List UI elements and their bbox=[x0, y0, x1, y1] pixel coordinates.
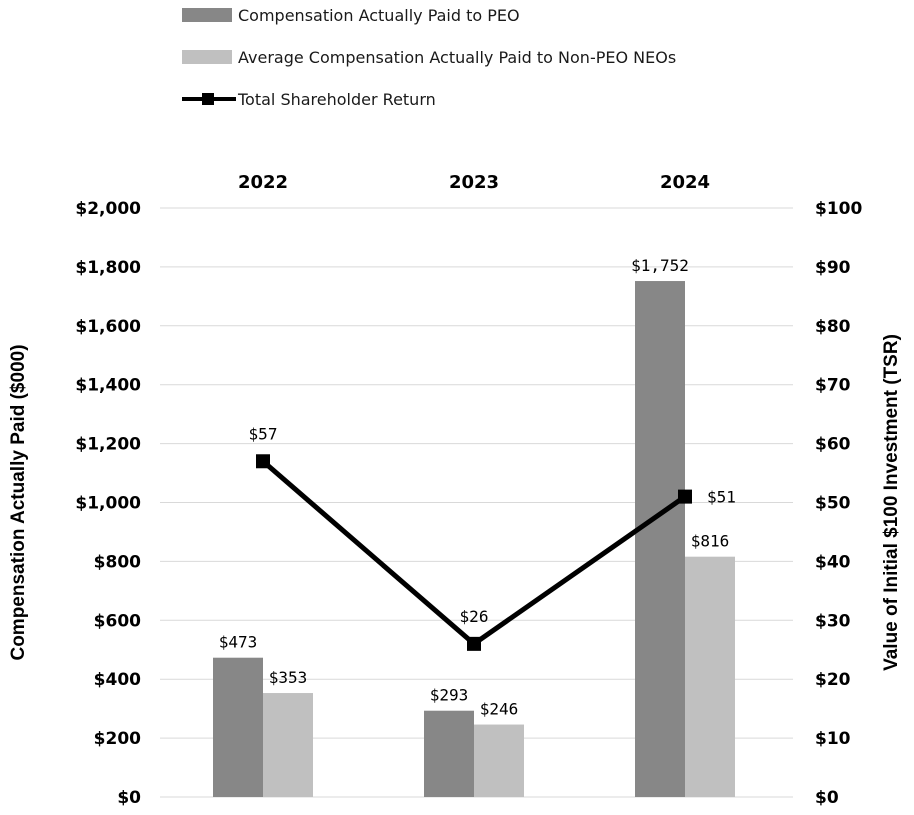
tsr-point-marker bbox=[256, 454, 270, 469]
y2-tick-label: $100 bbox=[815, 199, 862, 219]
bar-data-label: $816 bbox=[691, 532, 730, 551]
legend-label-neo: Average Compensation Actually Paid to No… bbox=[238, 48, 677, 67]
bar bbox=[474, 724, 524, 797]
tsr-data-label: $26 bbox=[460, 607, 489, 626]
bar bbox=[635, 281, 685, 797]
bar-data-label: $473 bbox=[219, 633, 258, 652]
y-tick-label: $600 bbox=[94, 611, 141, 631]
bars bbox=[213, 281, 735, 797]
bar bbox=[263, 693, 313, 797]
category-label: 2024 bbox=[660, 172, 710, 193]
y-tick-label: $400 bbox=[94, 670, 141, 690]
category-label: 2022 bbox=[238, 172, 288, 193]
bar-data-label: $353 bbox=[269, 668, 308, 687]
y2-tick-label: $50 bbox=[815, 494, 851, 514]
tsr-data-label: $51 bbox=[707, 488, 736, 507]
y2-axis-label: Value of Initial $100 Investment (TSR) bbox=[881, 334, 902, 671]
y-tick-label: $2,000 bbox=[75, 199, 141, 219]
y-tick-label: $1,800 bbox=[75, 258, 141, 278]
y2-tick-label: $80 bbox=[815, 317, 851, 337]
y-tick-label: $1,000 bbox=[75, 494, 141, 514]
legend-swatch-neo bbox=[182, 50, 232, 64]
legend-swatch-peo bbox=[182, 8, 232, 22]
y-tick-label: $1,200 bbox=[75, 435, 141, 455]
bar-data-label: $246 bbox=[480, 700, 519, 719]
tsr-line-layer bbox=[256, 454, 692, 651]
y2-tick-label: $40 bbox=[815, 552, 851, 572]
bar bbox=[213, 657, 263, 797]
legend-label-tsr: Total Shareholder Return bbox=[238, 90, 436, 109]
y2-tick-label: $70 bbox=[815, 376, 851, 396]
tsr-point-marker bbox=[678, 489, 692, 504]
y-tick-label: $0 bbox=[117, 788, 141, 808]
bar-data-label: $293 bbox=[430, 686, 469, 705]
tsr-data-label: $57 bbox=[249, 424, 278, 443]
legend-line-marker-icon bbox=[182, 93, 236, 105]
y2-tick-label: $30 bbox=[815, 611, 851, 631]
bar bbox=[685, 556, 735, 797]
chart-text: Compensation Actually Paid ($000) Value … bbox=[8, 172, 902, 808]
bar bbox=[424, 710, 474, 797]
y-tick-label: $800 bbox=[94, 552, 141, 572]
y-tick-label: $1,400 bbox=[75, 376, 141, 396]
bar-data-label: $1,752 bbox=[631, 256, 689, 275]
y-axis-label: Compensation Actually Paid ($000) bbox=[8, 344, 29, 660]
tsr-point-marker bbox=[467, 636, 481, 651]
y2-tick-label: $90 bbox=[815, 258, 851, 278]
y2-tick-label: $0 bbox=[815, 788, 839, 808]
y-tick-label: $200 bbox=[94, 729, 141, 749]
category-label: 2023 bbox=[449, 172, 499, 193]
y2-tick-label: $60 bbox=[815, 435, 851, 455]
y2-tick-label: $10 bbox=[815, 729, 851, 749]
legend-label-peo: Compensation Actually Paid to PEO bbox=[238, 6, 520, 25]
y2-tick-label: $20 bbox=[815, 670, 851, 690]
y-tick-label: $1,600 bbox=[75, 317, 141, 337]
